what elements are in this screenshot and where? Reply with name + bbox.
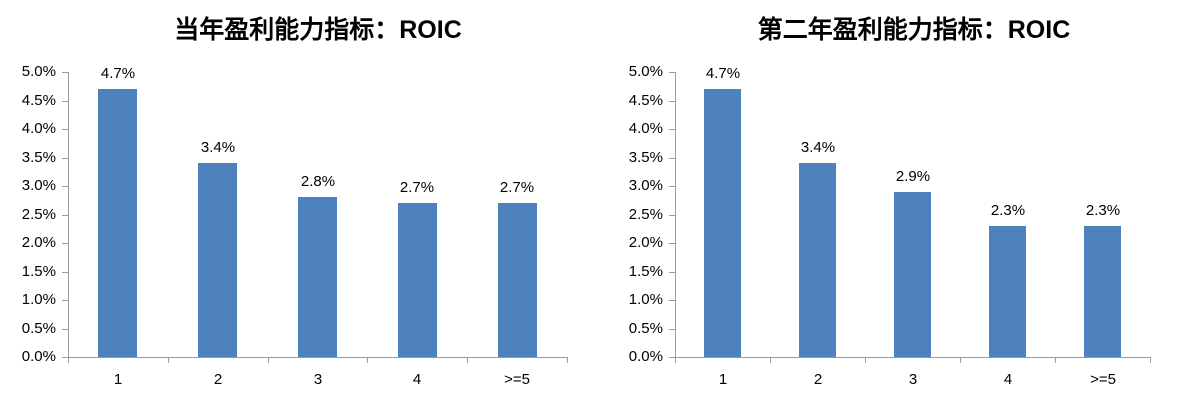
y-tick-mark xyxy=(669,272,675,273)
bar-value-label: 2.8% xyxy=(300,173,336,190)
title-latin-text: ROIC xyxy=(399,16,462,44)
y-axis-line xyxy=(68,72,69,357)
y-tick-mark xyxy=(669,72,675,73)
x-category-label: >=5 xyxy=(504,371,530,388)
y-tick-mark xyxy=(669,357,675,358)
chart-title-second-year: 第二年盈利能力指标：ROIC xyxy=(757,16,1071,44)
x-tick-mark xyxy=(68,357,69,363)
chart-roic-second-year: 第二年盈利能力指标：ROIC 0.0% 0.5% 1.0% 1.5% 2.0% 2.5% 3… xyxy=(596,0,1192,414)
y-tick-label: 2.5% xyxy=(21,206,56,223)
bar-value-label: 3.4% xyxy=(800,139,836,156)
bar-value-label: 3.4% xyxy=(200,139,236,156)
x-tick-mark xyxy=(865,357,866,363)
y-tick-mark xyxy=(669,158,675,159)
x-category-label: 2 xyxy=(213,371,223,388)
y-tick-mark xyxy=(62,101,68,102)
y-tick-mark xyxy=(669,300,675,301)
x-category-label: 1 xyxy=(113,371,123,388)
y-tick-label: 5.0% xyxy=(21,63,56,80)
x-category-label: 1 xyxy=(718,371,728,388)
x-category-label: 3 xyxy=(908,371,918,388)
y-tick-label: 0.0% xyxy=(21,348,56,365)
y-tick-mark xyxy=(62,243,68,244)
y-tick-label: 3.0% xyxy=(21,177,56,194)
y-tick-label: 3.5% xyxy=(21,149,56,166)
y-tick-label: 1.0% xyxy=(21,291,56,308)
x-axis-line xyxy=(674,357,1151,358)
bar-value-label: 2.3% xyxy=(990,202,1026,219)
bar-value-label: 4.7% xyxy=(705,65,741,82)
bar-2 xyxy=(799,163,836,357)
bar-3 xyxy=(894,192,931,357)
y-tick-label: 4.5% xyxy=(628,92,663,109)
y-tick-mark xyxy=(669,215,675,216)
bar-value-label: 2.3% xyxy=(1085,202,1121,219)
bar-4 xyxy=(989,226,1026,357)
bar-value-label: 4.7% xyxy=(100,65,136,82)
y-tick-label: 1.5% xyxy=(628,263,663,280)
x-axis-line xyxy=(67,357,568,358)
y-tick-label: 0.5% xyxy=(21,320,56,337)
y-axis-line xyxy=(675,72,676,357)
x-category-label: 4 xyxy=(412,371,422,388)
x-tick-mark xyxy=(1055,357,1056,363)
y-tick-label: 2.0% xyxy=(21,234,56,251)
y-tick-mark xyxy=(62,329,68,330)
bar->=5 xyxy=(1084,226,1121,357)
x-category-label: 2 xyxy=(813,371,823,388)
y-tick-label: 0.5% xyxy=(628,320,663,337)
y-tick-mark xyxy=(669,101,675,102)
y-tick-label: 0.0% xyxy=(628,348,663,365)
bar-1 xyxy=(704,89,741,357)
y-tick-mark xyxy=(669,186,675,187)
bar-value-label: 2.9% xyxy=(895,168,931,185)
y-tick-label: 4.0% xyxy=(21,120,56,137)
y-tick-mark xyxy=(62,129,68,130)
x-tick-mark xyxy=(1150,357,1151,363)
bar-1 xyxy=(98,89,137,357)
bar->=5 xyxy=(498,203,537,357)
y-tick-label: 4.5% xyxy=(21,92,56,109)
x-tick-mark xyxy=(467,357,468,363)
x-tick-mark xyxy=(268,357,269,363)
y-tick-label: 2.0% xyxy=(628,234,663,251)
chart-title-current-year: 当年盈利能力指标：ROIC xyxy=(174,16,462,44)
bar-value-label: 2.7% xyxy=(399,179,435,196)
y-tick-label: 3.5% xyxy=(628,149,663,166)
y-tick-label: 4.0% xyxy=(628,120,663,137)
y-tick-label: 1.0% xyxy=(628,291,663,308)
x-category-label: >=5 xyxy=(1090,371,1116,388)
x-category-label: 3 xyxy=(313,371,323,388)
y-tick-mark xyxy=(62,357,68,358)
y-tick-mark xyxy=(62,300,68,301)
x-category-label: 4 xyxy=(1003,371,1013,388)
y-tick-label: 5.0% xyxy=(628,63,663,80)
y-tick-mark xyxy=(62,215,68,216)
bar-4 xyxy=(398,203,437,357)
title-latin-text: ROIC xyxy=(1007,16,1071,44)
y-tick-mark xyxy=(62,158,68,159)
y-tick-mark xyxy=(62,272,68,273)
y-tick-mark xyxy=(669,129,675,130)
bar-value-label: 2.7% xyxy=(499,179,535,196)
x-tick-mark xyxy=(960,357,961,363)
bar-3 xyxy=(298,197,337,357)
y-tick-label: 1.5% xyxy=(21,263,56,280)
x-tick-mark xyxy=(770,357,771,363)
bar-2 xyxy=(198,163,237,357)
y-tick-mark xyxy=(669,329,675,330)
x-tick-mark xyxy=(567,357,568,363)
x-tick-mark xyxy=(168,357,169,363)
y-tick-mark xyxy=(62,186,68,187)
y-tick-label: 2.5% xyxy=(628,206,663,223)
y-tick-mark xyxy=(62,72,68,73)
x-tick-mark xyxy=(675,357,676,363)
y-tick-label: 3.0% xyxy=(628,177,663,194)
x-tick-mark xyxy=(367,357,368,363)
y-tick-mark xyxy=(669,243,675,244)
chart-roic-current-year: 当年盈利能力指标：ROIC 0.0% 0.5% 1.0% 1.5% 2.0% 2.5% 3.… xyxy=(21,16,568,388)
